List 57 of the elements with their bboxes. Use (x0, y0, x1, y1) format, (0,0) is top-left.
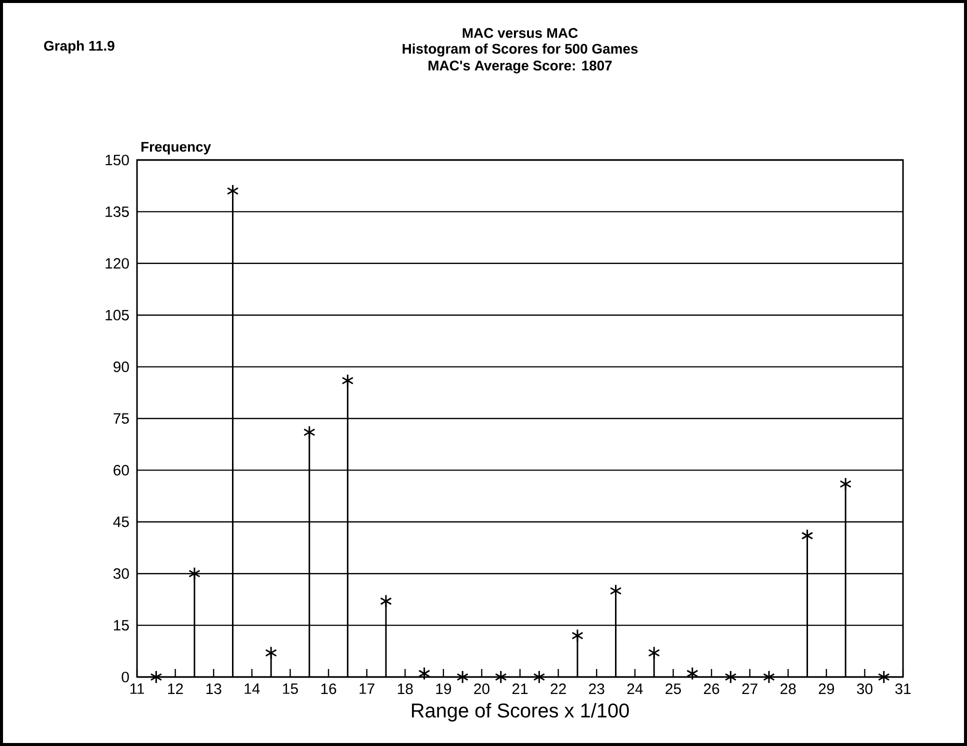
x-tick-label: 23 (589, 684, 604, 694)
x-tick-label: 24 (627, 684, 643, 694)
x-tick-label: 27 (742, 684, 758, 694)
caption: Graph 11.9 (44, 40, 114, 54)
y-tick-label: 75 (114, 413, 129, 424)
point (150, 670, 162, 684)
y-tick-label: 105 (106, 310, 129, 320)
x-tick-label: 22 (550, 684, 566, 694)
x-tick-label: 13 (206, 684, 222, 694)
point (610, 584, 622, 598)
point (840, 477, 852, 491)
y-axis-title: Frequency (141, 142, 211, 154)
x-axis-title: Range of Scores x 1/100 (412, 702, 629, 722)
y-tick-label: 15 (114, 620, 129, 631)
x-tick-label: 20 (474, 684, 490, 694)
point (265, 646, 278, 660)
point (342, 374, 354, 388)
y-tick-label: 45 (113, 516, 129, 528)
y-tick-label: 135 (106, 206, 129, 217)
x-tick-label: 31 (895, 684, 911, 694)
point (456, 670, 469, 684)
x-tick-label: 18 (398, 684, 413, 694)
x-tick-label: 14 (244, 684, 260, 694)
text: MAC's Average Score: 1807 (428, 60, 612, 74)
y-tick-label: 120 (106, 258, 129, 269)
x-tick-label: 12 (168, 684, 183, 694)
chart-subtitle: Histogram of Scores for 500 Games (402, 43, 638, 57)
x-tick-label: 30 (856, 684, 872, 694)
point (380, 594, 392, 608)
point (494, 670, 507, 684)
x-tick-label: 15 (283, 684, 298, 694)
point (878, 670, 890, 684)
y-tick-label: 150 (106, 154, 129, 166)
x-tick-label: 17 (360, 684, 374, 694)
x-tick-label: 29 (818, 684, 834, 694)
point (763, 670, 775, 684)
point (801, 528, 814, 542)
x-tick-label: 26 (704, 684, 720, 694)
y-tick-label: 90 (114, 362, 129, 372)
y-tick-label: 60 (114, 464, 129, 476)
point (418, 666, 430, 680)
x-tick-label: 25 (666, 684, 681, 694)
x-tick-label: 19 (436, 684, 452, 694)
x-tick-label: 16 (321, 684, 336, 694)
x-tick-label: 28 (780, 684, 796, 694)
point (724, 670, 737, 684)
point (188, 566, 200, 580)
point (303, 426, 316, 440)
point (572, 628, 584, 642)
x-tick-label: 11 (130, 684, 144, 694)
y-tick-label: 0 (122, 672, 129, 682)
point (648, 646, 660, 660)
y-tick-label: 30 (113, 568, 129, 579)
x-tick-label: 21 (512, 684, 528, 694)
point (533, 670, 546, 684)
point (686, 666, 698, 680)
chart-title: MAC versus MAC (462, 28, 578, 38)
